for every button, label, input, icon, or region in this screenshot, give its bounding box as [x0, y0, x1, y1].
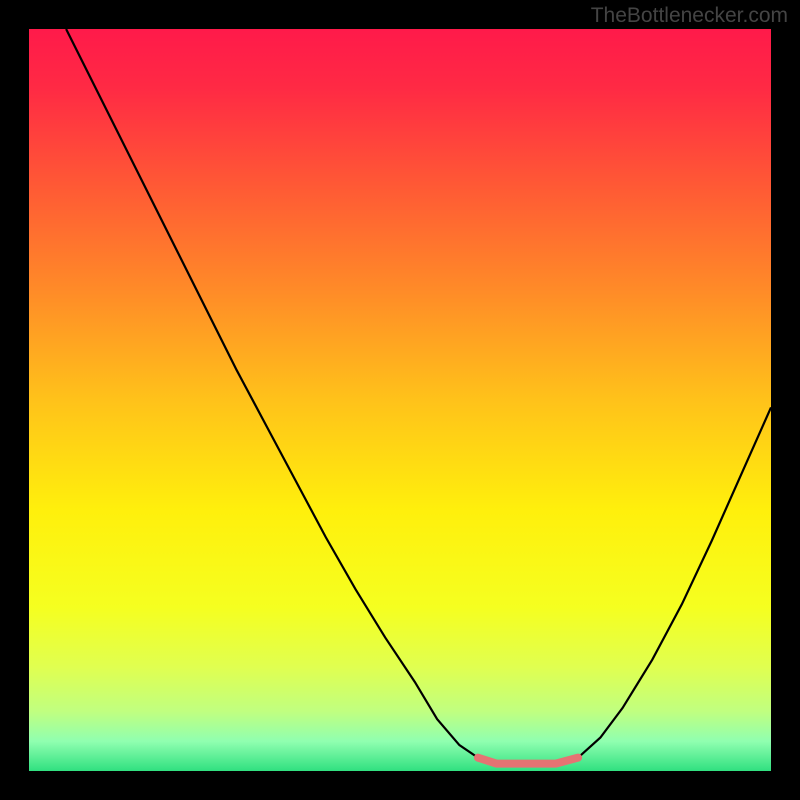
plot-area — [29, 29, 771, 771]
watermark-text: TheBottlenecker.com — [591, 4, 788, 28]
chart-svg — [29, 29, 771, 771]
chart-container: TheBottlenecker.com — [0, 0, 800, 800]
